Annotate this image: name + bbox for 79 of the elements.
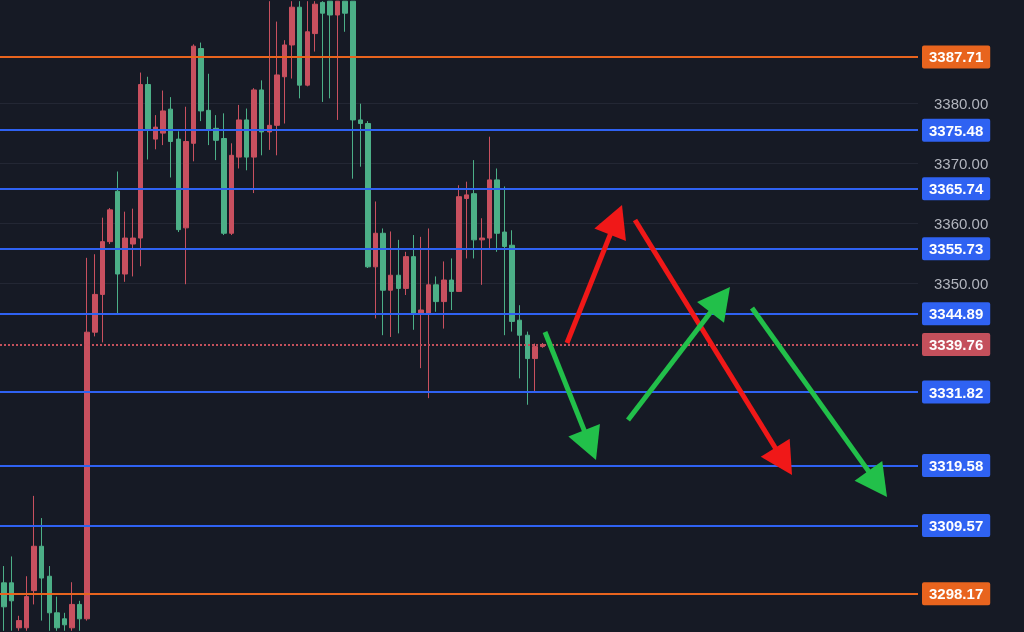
candlestick [464, 181, 469, 259]
candlestick [267, 0, 272, 151]
ref-line-label: 3365.74 [929, 180, 984, 198]
candlestick [274, 21, 280, 156]
ref-line-label: 3344.89 [929, 305, 984, 323]
y-tick-label: 3350.00 [934, 274, 989, 292]
candlestick [77, 600, 82, 632]
candlestick [107, 207, 113, 245]
candlestick [54, 596, 60, 632]
candlestick [69, 581, 75, 632]
ref-line-label: 3309.57 [929, 516, 984, 534]
candlestick [259, 79, 264, 156]
candlestick [320, 0, 325, 103]
candlestick [335, 0, 340, 121]
ref-line-label: 3375.48 [929, 121, 984, 139]
candlestick [176, 130, 181, 233]
ref-line-label: 3331.82 [929, 383, 984, 401]
candlestick [206, 73, 211, 146]
candlestick [471, 159, 477, 259]
candlestick [449, 257, 454, 311]
y-tick-label: 3380.00 [934, 94, 989, 112]
candlestick [251, 87, 257, 194]
candlestick [365, 120, 371, 269]
candlestick [433, 275, 439, 313]
candlestick [47, 565, 52, 632]
candlestick [525, 331, 530, 406]
candlestick [39, 517, 44, 622]
candlestick [24, 575, 29, 632]
candlestick [479, 217, 485, 286]
candlestick [100, 217, 105, 343]
candlestick [31, 495, 37, 605]
candlestick [1, 565, 7, 632]
candlestick [373, 200, 378, 319]
candlestick [198, 42, 204, 122]
candlestick [487, 136, 492, 251]
candlestick [122, 211, 128, 283]
candlestick [494, 167, 500, 253]
ref-line-label: 3298.17 [929, 585, 984, 603]
candlestick [183, 106, 189, 285]
candlestick [145, 76, 151, 160]
candlestick [130, 208, 136, 277]
candlestick [9, 555, 14, 632]
candlestick [517, 304, 522, 379]
ref-line-label: 3387.71 [929, 48, 984, 66]
y-tick-label: 3360.00 [934, 214, 989, 232]
candlestick [236, 104, 242, 169]
candlestick [358, 103, 363, 168]
ref-line-label: 3319.58 [929, 456, 984, 474]
candlestick [115, 170, 120, 315]
candlestick [138, 72, 143, 267]
ref-line-label: 3339.76 [929, 335, 984, 353]
candlestick [327, 0, 333, 99]
candlestick [92, 253, 98, 337]
candlestick [191, 43, 196, 162]
candlestick [396, 239, 401, 334]
candlestick [282, 39, 287, 125]
y-tick-label: 3370.00 [934, 154, 989, 172]
candlestick [168, 96, 173, 178]
candlestick [160, 90, 166, 146]
candlestick [305, 0, 310, 87]
candlestick [62, 612, 67, 632]
candlestick [441, 260, 447, 330]
candlestick [388, 230, 393, 338]
candlestick [380, 227, 386, 336]
candlestick [502, 185, 507, 336]
candlestick [16, 615, 22, 632]
candlestick [456, 184, 462, 292]
candlestick [244, 108, 249, 171]
candlestick [229, 142, 234, 236]
candlestick [342, 0, 348, 33]
candlestick [312, 0, 318, 53]
candlestick [297, 0, 302, 99]
candlestick [221, 112, 227, 236]
candlestick [403, 251, 409, 296]
candlestick [289, 0, 295, 80]
candlestick [411, 234, 416, 331]
ref-line-label: 3355.73 [929, 240, 984, 258]
candlestick [350, 0, 356, 180]
candlestick [509, 229, 515, 333]
